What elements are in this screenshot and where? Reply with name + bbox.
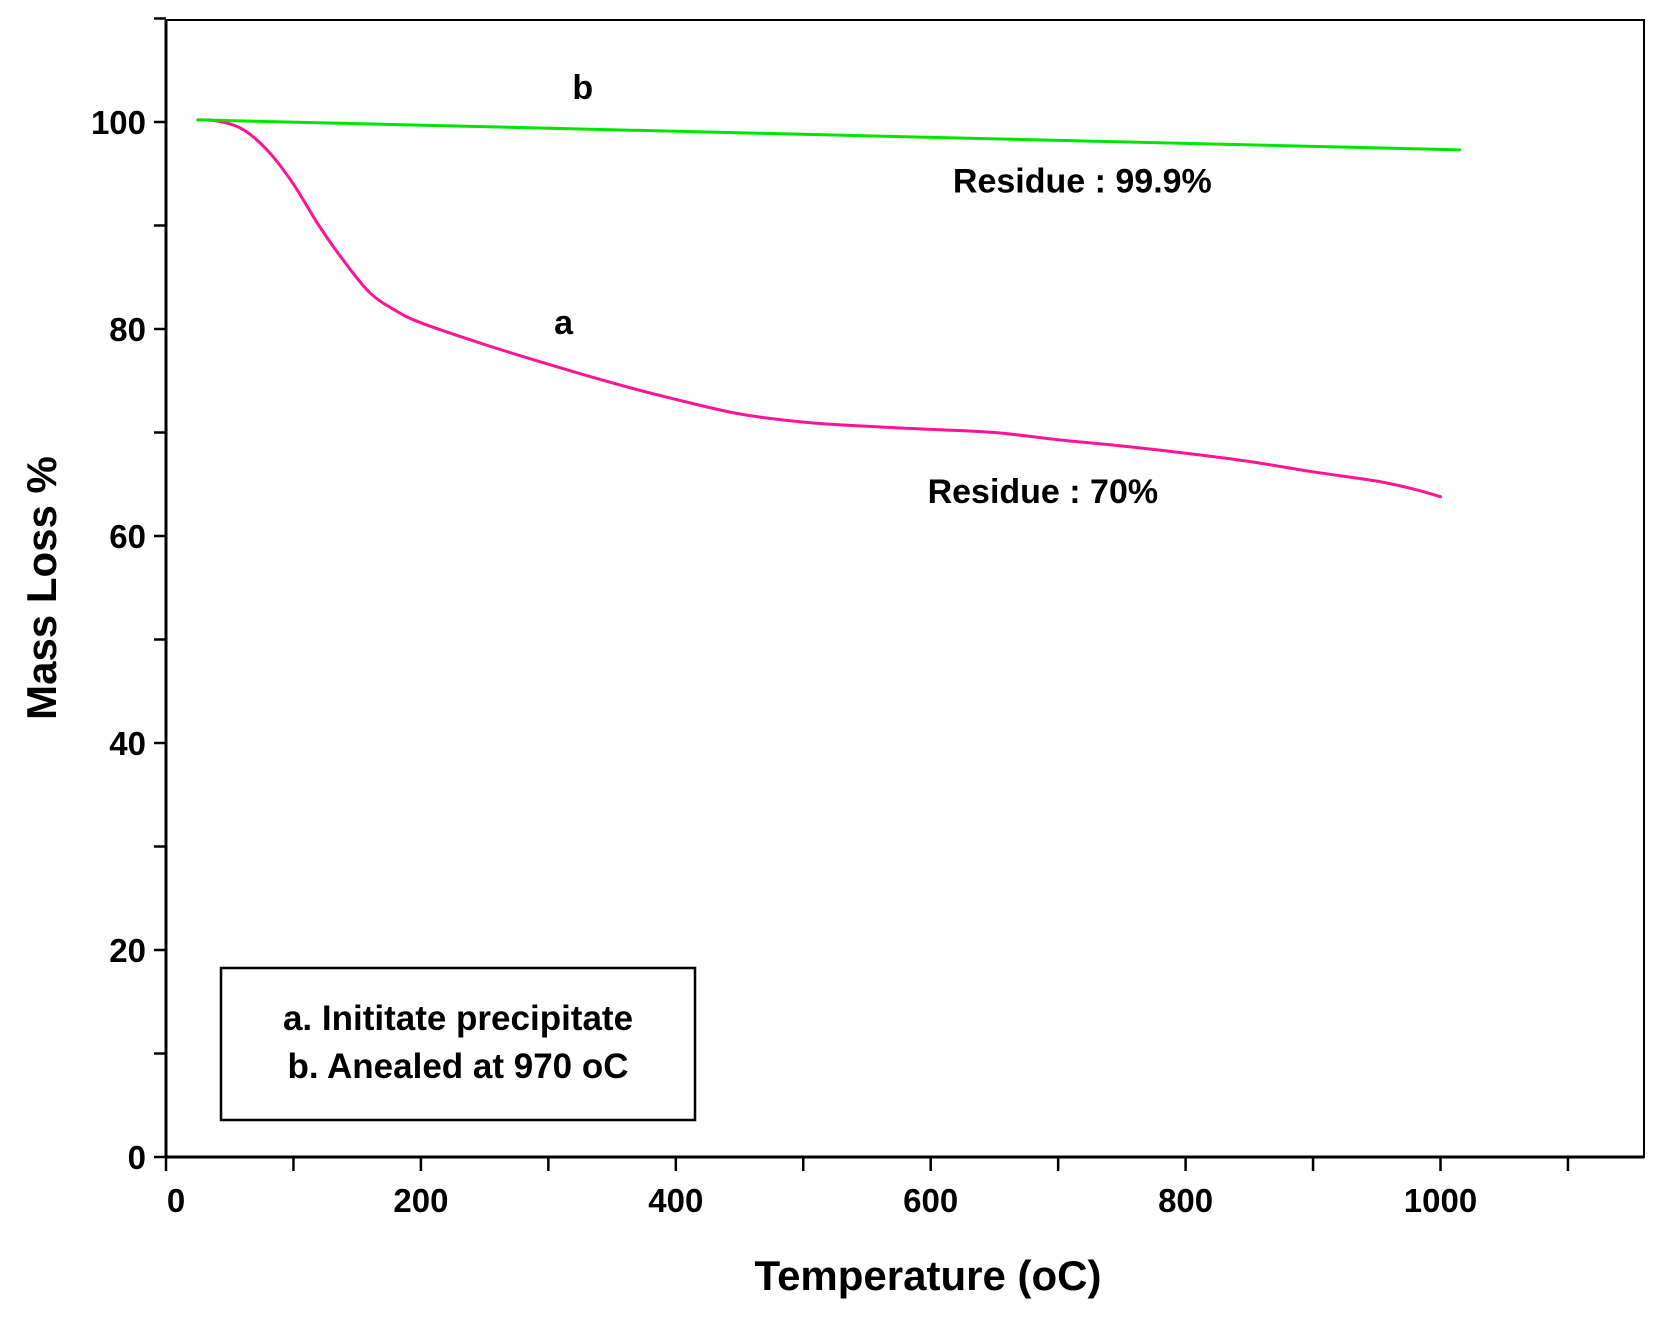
- x-tick-label: 0: [167, 1182, 185, 1219]
- series-line-a: [196, 118, 1442, 499]
- x-tick-label: 600: [903, 1182, 958, 1219]
- series-line-b: [196, 118, 1462, 152]
- x-tick-label: 200: [393, 1182, 448, 1219]
- y-tick-label: 0: [128, 1139, 146, 1176]
- x-tick-label: 800: [1158, 1182, 1213, 1219]
- x-axis-title: Temperature (oC): [755, 1252, 1102, 1299]
- series-layer: [196, 118, 1462, 499]
- y-tick-label: 100: [91, 104, 146, 141]
- legend-entry-a: a. Inititate precipitate: [283, 999, 633, 1038]
- annotation-layer: a b Residue : 70% Residue : 99.9%: [554, 69, 1212, 511]
- legend-box: a. Inititate precipitate b. Anealed at 9…: [219, 966, 697, 1122]
- x-tick-label: 1000: [1404, 1182, 1477, 1219]
- legend-frame: [219, 966, 697, 1122]
- y-axis-title: Mass Loss %: [18, 456, 65, 720]
- annotation-label-b: b: [572, 69, 593, 107]
- annotation-label-a: a: [554, 304, 574, 342]
- y-tick-label: 80: [109, 311, 146, 348]
- legend-entry-b: b. Anealed at 970 oC: [287, 1047, 628, 1086]
- x-axis-ticks: 0 200 400 600 800 1000: [164, 1157, 1570, 1219]
- y-tick-label: 40: [109, 725, 146, 762]
- y-tick-label: 20: [109, 932, 146, 969]
- annotation-residue-a: Residue : 70%: [928, 473, 1159, 511]
- x-tick-label: 400: [648, 1182, 703, 1219]
- y-tick-label: 60: [109, 518, 146, 555]
- annotation-residue-b: Residue : 99.9%: [953, 162, 1212, 200]
- y-axis-ticks: 0 20 40 60 80 100: [91, 17, 166, 1176]
